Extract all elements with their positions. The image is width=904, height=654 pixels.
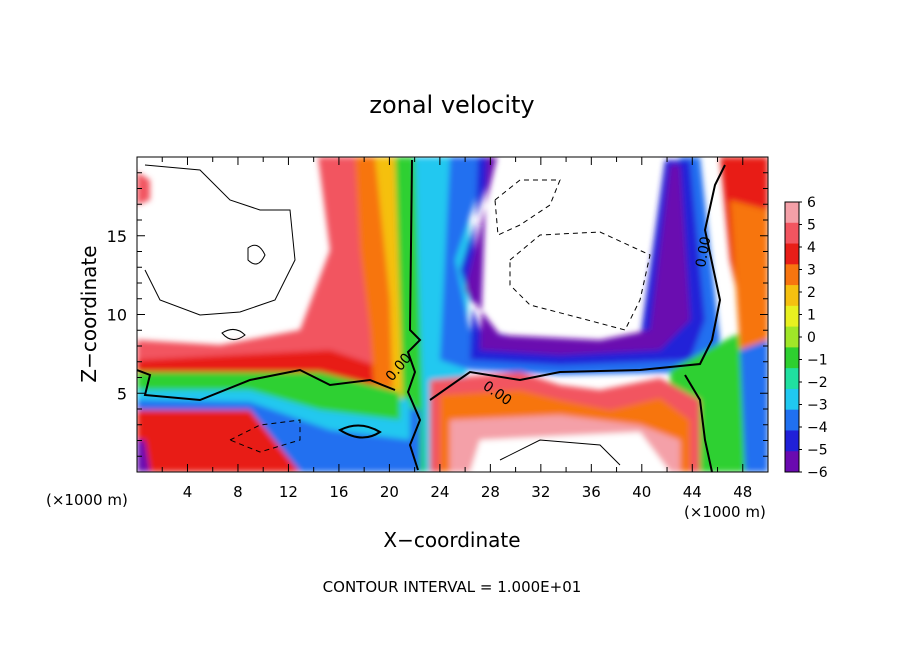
band-left-top-pink: [137, 172, 150, 205]
colorbar-label: 6: [807, 195, 816, 211]
colorbar-label: −6: [807, 465, 828, 481]
x-tick-label: 32: [531, 483, 550, 501]
colorbar-label: −3: [807, 398, 828, 414]
colorbar-swatch: [785, 243, 799, 265]
y-tick-label: 5: [117, 384, 127, 403]
colorbar-swatch: [785, 222, 799, 245]
x-tick-label: 24: [430, 483, 449, 501]
colorbar-label: 4: [807, 240, 816, 256]
colorbar-swatch: [785, 305, 799, 328]
x-tick-label: 20: [380, 483, 399, 501]
contour-thin-left-oval: [221, 329, 246, 340]
y-tick-label: 15: [107, 227, 127, 246]
colorbar-label: −1: [807, 353, 828, 369]
band-darkblue-arc: [460, 157, 705, 365]
x-axis-label: X−coordinate: [383, 528, 520, 552]
contour-thin-left-small: [247, 244, 266, 265]
colorbar-swatch: [785, 430, 799, 452]
colorbar-label: −2: [807, 375, 828, 391]
y-tick-label: 10: [107, 306, 127, 325]
colorbar-swatch: [785, 264, 799, 286]
contour-zero-arc: [429, 164, 726, 401]
contour-thin-left-top: [144, 164, 296, 316]
plot-area: 0.00 0.00 0.00: [137, 157, 768, 472]
colorbar-swatch: [785, 326, 799, 348]
contour-zero-right: [684, 374, 713, 472]
colorbar-swatch: [785, 285, 799, 307]
colorbar-label: 3: [807, 263, 816, 279]
contour-thin-bottom-mid: [499, 439, 621, 466]
contour-zero-lower: [137, 368, 396, 402]
x-tick-label: 36: [582, 483, 601, 501]
contour-interval-note: CONTOUR INTERVAL = 1.000E+01: [323, 578, 582, 596]
y-axis-label: Z−coordinate: [77, 245, 101, 382]
band-mid-bottom-white: [470, 432, 670, 472]
x-unit-right: (×1000 m): [684, 503, 766, 521]
x-tick-label: 40: [632, 483, 651, 501]
contour-zero-column: [406, 159, 422, 471]
colorbar-label: −5: [807, 443, 828, 459]
colorbar-label: 2: [807, 285, 816, 301]
chart-title: zonal velocity: [369, 91, 534, 119]
x-axis: 4 8 12 16 20 24 28 32 36 40 44 48: [136, 157, 769, 501]
band-right-orange: [730, 200, 768, 350]
contour-zero-blob: [337, 424, 382, 439]
colorbar-label: 0: [807, 330, 816, 346]
colorbar-swatch: [785, 368, 799, 390]
x-unit-left: (×1000 m): [46, 491, 128, 509]
x-tick-label: 16: [329, 483, 348, 501]
x-tick-label: 28: [481, 483, 500, 501]
band-purple-arc: [465, 157, 690, 355]
contour-dashed-bottom-left: [228, 419, 301, 453]
colorbar-swatch: [785, 409, 799, 431]
contour-label: 0.00: [693, 235, 714, 268]
colorbar: 6 5 4 3 2 1 0 −1 −2 −3 −4 −5 −6: [784, 195, 828, 481]
colorbar-swatch: [785, 202, 799, 224]
x-tick-label: 44: [683, 483, 702, 501]
band-left-purple-bits: [137, 440, 150, 472]
colorbar-swatch: [785, 347, 799, 369]
x-tick-label: 4: [183, 483, 193, 501]
band-right-blue: [740, 340, 768, 472]
colorbar-label: 5: [807, 218, 816, 234]
contour-dashed-center: [509, 231, 651, 331]
x-tick-label: 8: [233, 483, 243, 501]
x-tick-label: 12: [279, 483, 298, 501]
y-axis: 5 10 15: [107, 156, 768, 473]
colorbar-swatch: [785, 388, 799, 411]
colorbar-swatch: [785, 451, 799, 473]
colorbar-label: −4: [807, 420, 828, 436]
colorbar-label: 1: [807, 308, 816, 324]
x-tick-label: 48: [733, 483, 752, 501]
